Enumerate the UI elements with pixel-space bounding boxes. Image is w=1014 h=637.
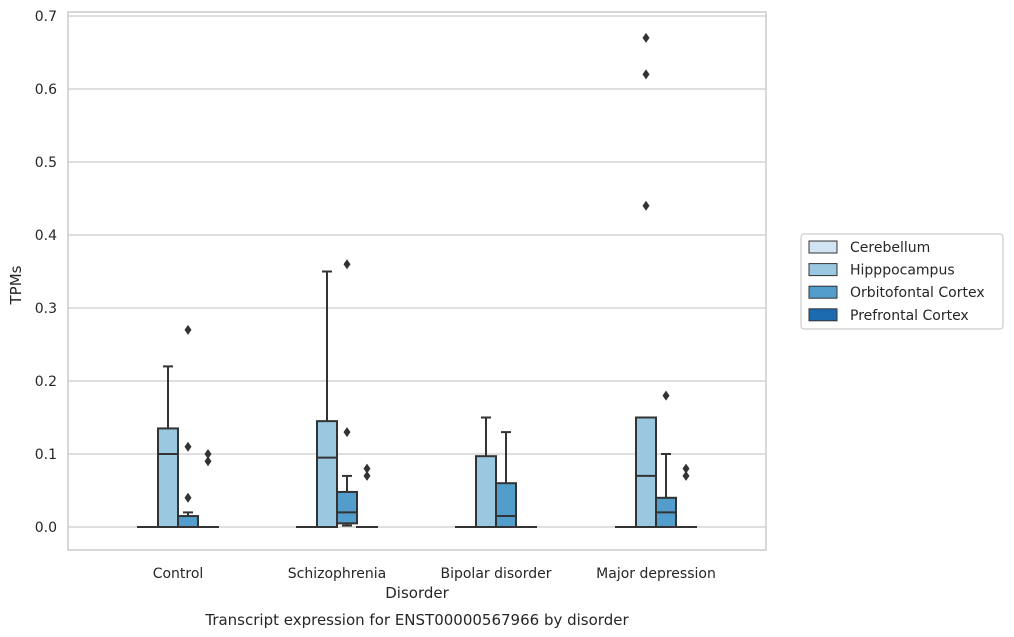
box-orbitofontal-cortex [177, 324, 199, 528]
box-prefrontal-cortex [356, 463, 378, 529]
y-axis-label: TPMs [7, 265, 25, 305]
legend-item: Prefrontal Cortex [808, 308, 969, 324]
legend-swatch [808, 285, 838, 299]
y-tick-label: 0.1 [35, 447, 57, 463]
x-tick-label: Schizophrenia [288, 566, 386, 582]
legend-swatch [808, 240, 838, 254]
x-tick-label: Bipolar disorder [440, 566, 551, 582]
outlier-point [343, 427, 351, 438]
legend-label: Hipppocampus [850, 263, 955, 279]
box-prefrontal-cortex [197, 449, 219, 529]
box-prefrontal-cortex [675, 463, 697, 529]
x-tick-label: Major depression [596, 566, 716, 582]
y-tick-label: 0.7 [35, 9, 57, 25]
plot-frame [67, 11, 767, 551]
y-tick-label: 0.2 [35, 374, 57, 390]
outlier-point [642, 200, 650, 211]
outlier-point [682, 463, 690, 474]
box-hipppocampus [475, 416, 497, 528]
box-groups [137, 32, 697, 529]
outlier-point [662, 390, 670, 401]
outlier-point [363, 470, 371, 481]
outlier-point [682, 470, 690, 481]
legend-swatch [808, 263, 838, 277]
category-group [615, 32, 697, 529]
x-axis-ticks: Control Schizophrenia Bipolar disorder Majo… [153, 566, 716, 582]
category-group [455, 416, 537, 529]
grid-lines [68, 15, 766, 528]
category-group [296, 259, 378, 529]
box-orbitofontal-cortex [655, 390, 677, 528]
x-tick-label: Control [153, 566, 204, 582]
box-orbitofontal-cortex [495, 431, 517, 529]
box-body [495, 482, 517, 529]
y-tick-label: 0.4 [35, 228, 57, 244]
legend-swatch [808, 308, 838, 322]
box-body [177, 515, 199, 528]
outlier-point [642, 32, 650, 43]
outlier-point [184, 324, 192, 335]
y-tick-label: 0.3 [35, 301, 57, 317]
box-hipppocampus [316, 270, 338, 528]
box-hipppocampus [635, 32, 657, 528]
box-body [475, 455, 497, 528]
box-body [157, 427, 179, 529]
y-tick-label: 0.0 [35, 520, 57, 536]
box-body [635, 416, 657, 528]
legend-item: Hipppocampus [808, 263, 955, 279]
category-group [137, 324, 219, 529]
outlier-point [184, 492, 192, 503]
outlier-point [184, 441, 192, 452]
legend-label: Orbitofontal Cortex [850, 285, 985, 301]
chart-caption: Transcript expression for ENST0000056796… [204, 611, 629, 629]
legend-label: Cerebellum [850, 240, 930, 256]
box-body [316, 420, 338, 528]
box-hipppocampus [157, 365, 179, 529]
legend-item: Cerebellum [808, 240, 930, 256]
outlier-point [204, 449, 212, 459]
legend-frame [800, 233, 1004, 330]
box-orbitofontal-cortex [336, 259, 358, 527]
y-tick-label: 0.5 [35, 155, 57, 171]
box-body [336, 490, 358, 525]
legend-item: Orbitofontal Cortex [808, 285, 985, 301]
y-tick-label: 0.6 [35, 82, 57, 98]
legend-label: Prefrontal Cortex [850, 308, 969, 324]
outlier-point [204, 456, 212, 467]
legend: Cerebellum Hipppocampus Orbitofontal Corte… [800, 233, 1004, 330]
y-axis-ticks: 0.0 0.1 0.2 0.3 0.4 0.5 0.6 0.7 [35, 9, 57, 536]
outlier-point [343, 259, 351, 270]
outlier-point [642, 69, 650, 80]
x-axis-label: Disorder [385, 584, 449, 602]
outlier-point [363, 463, 371, 474]
